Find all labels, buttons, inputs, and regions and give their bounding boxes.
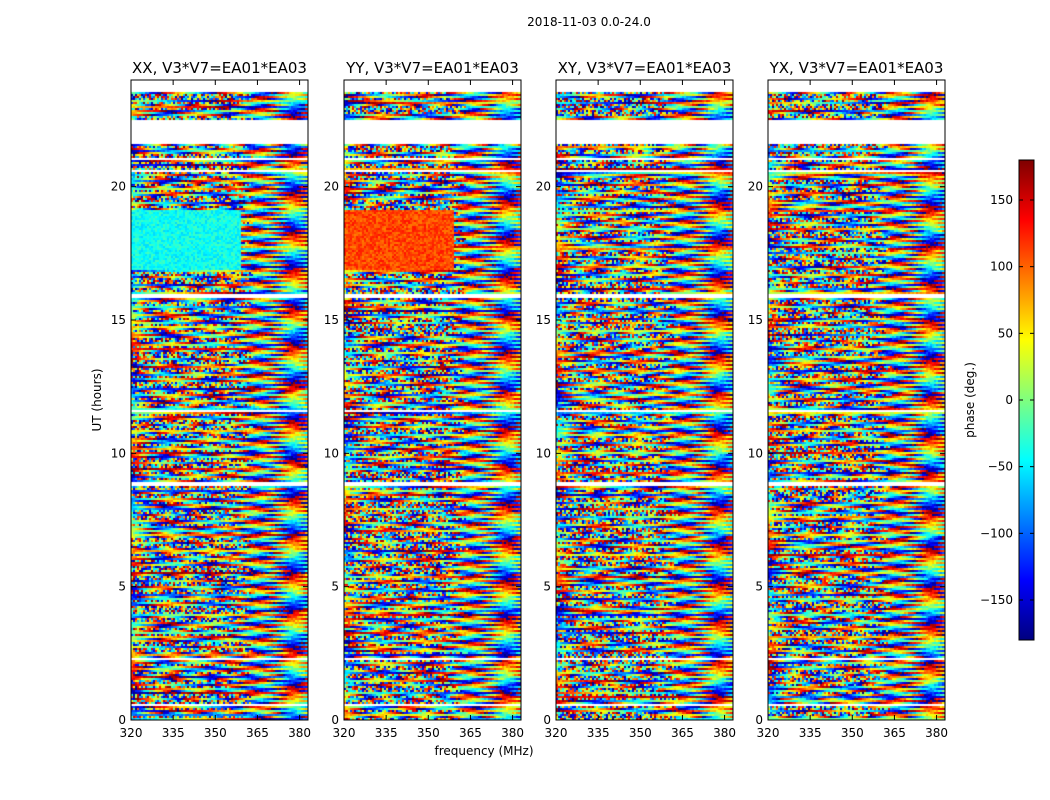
colorbar-tick-label-3: 0 bbox=[1005, 393, 1013, 407]
panel-2-xtick-label-1: 335 bbox=[587, 726, 610, 740]
panel-2-phase-image bbox=[556, 80, 733, 720]
panel-1-ytick-label-0: 0 bbox=[331, 713, 339, 727]
panel-2-ytick-label-4: 20 bbox=[536, 180, 551, 194]
panel-2-xtick-label-2: 350 bbox=[629, 726, 652, 740]
panel-2-xtick-label-0: 320 bbox=[545, 726, 568, 740]
panel-3-ytick-label-4: 20 bbox=[748, 180, 763, 194]
panel-2-ytick-label-3: 15 bbox=[536, 313, 551, 327]
panel-0-image bbox=[131, 80, 308, 720]
panel-3-xtick-label-0: 320 bbox=[757, 726, 780, 740]
colorbar-tick-label-0: −150 bbox=[980, 593, 1013, 607]
panel-0-xtick-label-4: 380 bbox=[288, 726, 311, 740]
panel-2-title: XY, V3*V7=EA01*EA03 bbox=[558, 59, 732, 77]
panel-3-xtick-label-1: 335 bbox=[799, 726, 822, 740]
panel-2-frame bbox=[555, 79, 734, 721]
figure-suptitle: 2018-11-03 0.0-24.0 bbox=[527, 15, 651, 29]
panel-1-phase-image bbox=[344, 80, 521, 720]
panel-3-xtick-label-3: 365 bbox=[883, 726, 906, 740]
panel-3-ytick-label-1: 5 bbox=[755, 580, 763, 594]
panel-2-xtick-label-3: 365 bbox=[671, 726, 694, 740]
panel-1-title: YY, V3*V7=EA01*EA03 bbox=[345, 59, 519, 77]
panel-1-xtick-label-2: 350 bbox=[417, 726, 440, 740]
panel-0-ytick-label-1: 5 bbox=[118, 580, 126, 594]
panel-0-title: XX, V3*V7=EA01*EA03 bbox=[132, 59, 307, 77]
panel-1-frame bbox=[343, 79, 522, 721]
y-axis-label: UT (hours) bbox=[90, 368, 104, 431]
panel-1-image bbox=[344, 80, 521, 720]
panel-2: XY, V3*V7=EA01*EA03 320 335 350 365 380 0 5 10 15… bbox=[536, 59, 736, 740]
panel-0-ytick-label-2: 10 bbox=[111, 446, 126, 460]
panel-1: YY, V3*V7=EA01*EA03 320 335 350 365 380 0 5 10 15… bbox=[324, 59, 524, 740]
panel-1-xtick-label-4: 380 bbox=[501, 726, 524, 740]
panel-2-ytick-label-1: 5 bbox=[543, 580, 551, 594]
x-axis-label: frequency (MHz) bbox=[434, 744, 533, 758]
panel-0: XX, V3*V7=EA01*EA03 320 335 350 365 380 0 5 10 15… bbox=[111, 59, 311, 740]
colorbar-tick-label-4: 50 bbox=[998, 326, 1013, 340]
panels-group: XX, V3*V7=EA01*EA03 320 335 350 365 380 0 5 10 15… bbox=[111, 59, 948, 740]
colorbar-tick-label-1: −100 bbox=[980, 526, 1013, 540]
panel-1-xtick-label-0: 320 bbox=[333, 726, 356, 740]
panel-1-ytick-label-3: 15 bbox=[324, 313, 339, 327]
panel-1-ytick-label-1: 5 bbox=[331, 580, 339, 594]
panel-3-phase-image bbox=[768, 80, 945, 720]
panel-2-ytick-label-2: 10 bbox=[536, 446, 551, 460]
panel-2-ytick-label-0: 0 bbox=[543, 713, 551, 727]
panel-0-xtick-label-0: 320 bbox=[120, 726, 143, 740]
panel-1-ytick-label-4: 20 bbox=[324, 180, 339, 194]
panel-1-xtick-label-1: 335 bbox=[375, 726, 398, 740]
panel-0-ytick-label-3: 15 bbox=[111, 313, 126, 327]
colorbar-tick-label-6: 150 bbox=[990, 193, 1013, 207]
panel-3-ytick-label-0: 0 bbox=[755, 713, 763, 727]
panel-3-frame bbox=[767, 79, 946, 721]
panel-2-xtick-label-4: 380 bbox=[713, 726, 736, 740]
colorbar-tick-label-2: −50 bbox=[988, 460, 1013, 474]
panel-3-xtick-label-2: 350 bbox=[841, 726, 864, 740]
colorbar-tick-label-5: 100 bbox=[990, 260, 1013, 274]
panel-0-ytick-label-4: 20 bbox=[111, 180, 126, 194]
panel-0-xtick-label-3: 365 bbox=[246, 726, 269, 740]
panel-3-ytick-label-2: 10 bbox=[748, 446, 763, 460]
panel-3-title: YX, V3*V7=EA01*EA03 bbox=[769, 59, 944, 77]
panel-3-xtick-label-4: 380 bbox=[925, 726, 948, 740]
colorbar-label: phase (deg.) bbox=[963, 362, 977, 438]
colorbar: −150 −100 −50 0 50 100 150 bbox=[980, 159, 1035, 641]
panel-0-xtick-label-1: 335 bbox=[162, 726, 185, 740]
panel-1-ytick-label-2: 10 bbox=[324, 446, 339, 460]
panel-3: YX, V3*V7=EA01*EA03 320 335 350 365 380 0 5 10 15… bbox=[748, 59, 948, 740]
panel-0-phase-image bbox=[131, 80, 308, 720]
panel-1-xtick-label-3: 365 bbox=[459, 726, 482, 740]
panel-2-image bbox=[556, 80, 733, 720]
panel-0-ytick-label-0: 0 bbox=[118, 713, 126, 727]
panel-3-ytick-label-3: 15 bbox=[748, 313, 763, 327]
panel-0-frame bbox=[130, 79, 309, 721]
panel-0-xtick-label-2: 350 bbox=[204, 726, 227, 740]
panel-3-image bbox=[768, 80, 945, 720]
